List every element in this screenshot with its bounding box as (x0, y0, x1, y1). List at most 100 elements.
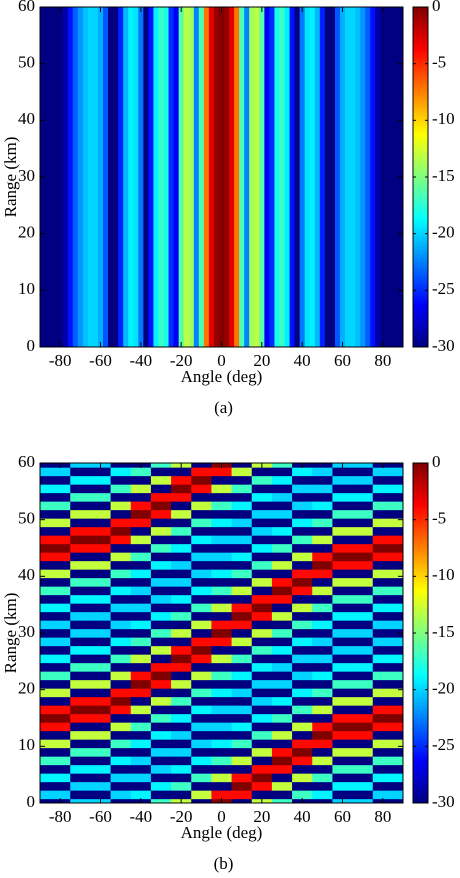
heatmap-cell (191, 620, 212, 630)
heatmap-cell (292, 713, 313, 723)
heatmap-column (148, 7, 154, 347)
heatmap-cell (150, 577, 172, 587)
heatmap-cell (271, 535, 293, 545)
heatmap-cell (211, 688, 232, 698)
heatmap-cell (271, 705, 293, 715)
heatmap-cell (150, 611, 172, 621)
heatmap-cell (352, 662, 374, 672)
x-tick-label: -40 (129, 807, 152, 826)
heatmap-cell (110, 645, 132, 655)
heatmap-cell (271, 756, 293, 766)
heatmap-cell (110, 569, 132, 579)
heatmap-cell (110, 543, 132, 553)
heatmap-cell (90, 696, 111, 706)
heatmap-column (289, 7, 296, 347)
heatmap-cell (392, 764, 403, 774)
heatmap-cell (130, 637, 152, 647)
heatmap-cell (312, 739, 333, 749)
heatmap-cell (292, 569, 313, 579)
heatmap-cell (332, 756, 353, 766)
x-tick-label: -60 (89, 351, 112, 370)
heatmap-cell (271, 747, 293, 757)
heatmap-cell (70, 662, 91, 672)
colorbar-tick-label: 0 (432, 452, 441, 471)
heatmap-cell (352, 518, 374, 528)
heatmap-cell (332, 475, 353, 485)
heatmap-cell (352, 705, 374, 715)
heatmap-cell (40, 628, 51, 638)
x-tick-label: -80 (49, 351, 72, 370)
heatmap-cell (352, 560, 374, 570)
heatmap-cell (40, 463, 51, 468)
heatmap-cell (191, 535, 212, 545)
heatmap-cell (251, 484, 273, 494)
heatmap-cell (292, 781, 313, 791)
heatmap-cell (372, 475, 394, 485)
heatmap-column (158, 7, 164, 347)
colorbar-tick-label: -30 (432, 336, 455, 355)
heatmap-column (304, 7, 311, 347)
heatmap-cell (392, 475, 403, 485)
heatmap-cell (191, 756, 212, 766)
heatmap-cell (171, 662, 192, 672)
heatmap-cell (292, 773, 313, 783)
heatmap-cell (110, 509, 132, 519)
heatmap-cell (392, 611, 403, 621)
heatmap-cell (251, 501, 273, 511)
heatmap-cell (50, 739, 71, 749)
heatmap-column (183, 7, 190, 347)
heatmap-cell (271, 467, 293, 477)
heatmap-cell (110, 773, 132, 783)
heatmap-cell (211, 501, 232, 511)
heatmap-cell (171, 577, 192, 587)
heatmap-cell (90, 722, 111, 732)
heatmap-cell (271, 722, 293, 732)
heatmap-cell (231, 739, 253, 749)
heatmap-cell (110, 611, 132, 621)
heatmap-cell (110, 688, 132, 698)
heatmap-cell (392, 620, 403, 630)
heatmap-cell (251, 552, 273, 562)
heatmap-cell (90, 560, 111, 570)
heatmap-cell (312, 790, 333, 800)
heatmap-cell (292, 764, 313, 774)
heatmap-column (385, 7, 391, 347)
heatmap-cell (372, 696, 394, 706)
x-tick-label: -80 (49, 807, 72, 826)
heatmap-cell (110, 730, 132, 740)
heatmap-cell (191, 526, 212, 536)
heatmap-column (57, 7, 64, 347)
heatmap-cell (352, 645, 374, 655)
heatmap-cell (352, 798, 374, 803)
heatmap-cell (211, 739, 232, 749)
heatmap-cell (40, 781, 51, 791)
heatmap-cell (392, 463, 403, 468)
heatmap-cell (251, 688, 273, 698)
heatmap-cell (332, 535, 353, 545)
heatmap-cell (40, 620, 51, 630)
heatmap-cell (40, 535, 51, 545)
heatmap-cell (251, 730, 273, 740)
heatmap-cell (211, 577, 232, 587)
colorbar-tick-label: -20 (432, 679, 455, 698)
heatmap-cell (150, 747, 172, 757)
heatmap-cell (292, 671, 313, 681)
x-axis-label: Angle (deg) (181, 823, 263, 842)
heatmap-cell (70, 535, 91, 545)
heatmap-cell (90, 628, 111, 638)
heatmap-cell (150, 645, 172, 655)
heatmap-cell (231, 535, 253, 545)
heatmap-cell (332, 492, 353, 502)
heatmap-cell (352, 501, 374, 511)
heatmap-column (193, 7, 200, 347)
heatmap-cell (312, 713, 333, 723)
heatmap-cell (231, 467, 253, 477)
heatmap-cell (90, 747, 111, 757)
heatmap-cell (211, 526, 232, 536)
heatmap-cell (130, 501, 152, 511)
heatmap-cell (251, 611, 273, 621)
heatmap-cell (352, 611, 374, 621)
heatmap-cell (292, 594, 313, 604)
heatmap-cell (352, 756, 374, 766)
